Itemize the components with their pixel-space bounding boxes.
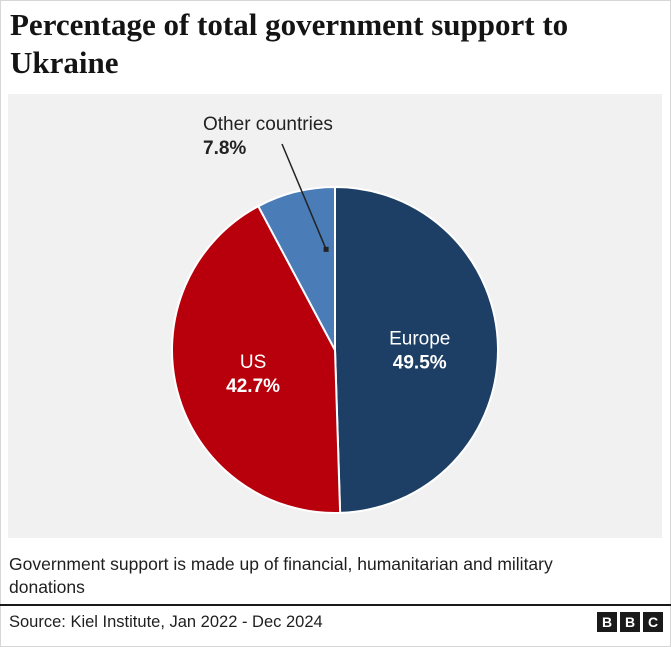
slice-label-other-countries: Other countries — [203, 114, 333, 135]
chart-source: Source: Kiel Institute, Jan 2022 - Dec 2… — [9, 613, 323, 631]
slice-value-other-countries: 7.8% — [203, 138, 246, 159]
chart-note: Government support is made up of financi… — [9, 554, 553, 597]
slice-label-europe: Europe — [389, 329, 450, 350]
callout-marker-other-countries — [323, 246, 329, 252]
bbc-logo-letter: B — [620, 612, 640, 632]
bbc-logo: B B C — [597, 612, 663, 632]
slice-label-us: US — [240, 352, 266, 373]
slice-value-europe: 49.5% — [393, 353, 447, 374]
bbc-logo-letter: C — [643, 612, 663, 632]
chart-plot-area: Europe 49.5% US 42.7% Other countries 7.8% — [8, 94, 662, 538]
footer-rule — [0, 604, 671, 606]
chart-title: Percentage of total government support t… — [10, 7, 569, 80]
pie-slice-other-countries — [257, 186, 336, 351]
bbc-logo-letter: B — [597, 612, 617, 632]
pie-slice-europe — [334, 186, 499, 514]
pie-chart: Europe 49.5% US 42.7% Other countries 7.8% — [171, 114, 499, 514]
slice-value-us: 42.7% — [226, 376, 280, 397]
callout-line-other-countries — [281, 143, 327, 250]
